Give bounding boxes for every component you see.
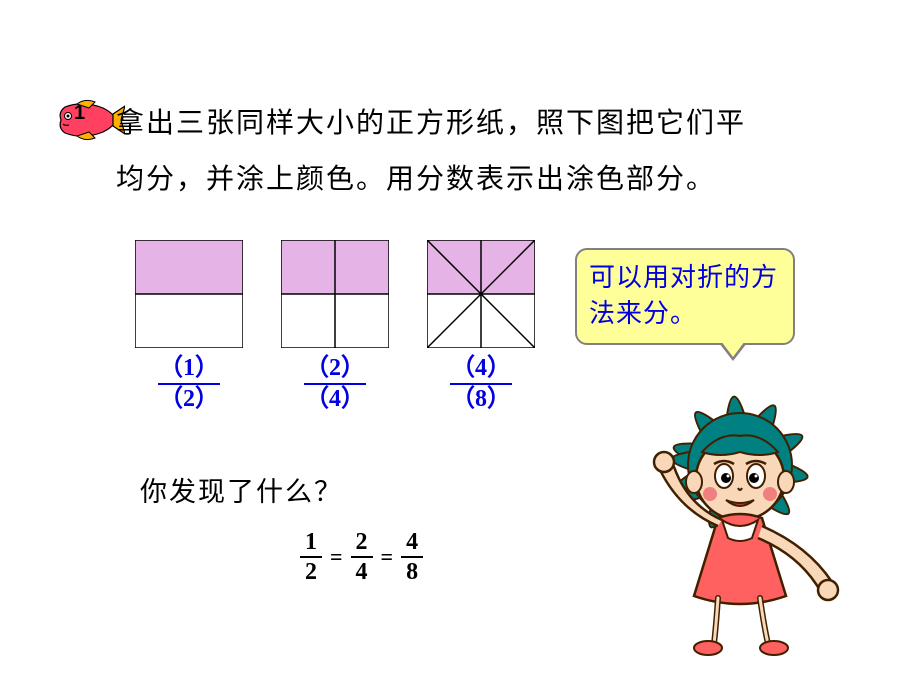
eq-numerator: 4 xyxy=(406,530,418,554)
fraction-denominator: （8） xyxy=(450,387,512,412)
square-group-2: （2）（4） xyxy=(281,240,389,412)
fraction-numerator: （2） xyxy=(304,356,366,381)
question-text: 你发现了什么？ xyxy=(140,470,343,509)
speech-text: 可以用对折的方法来分。 xyxy=(589,263,778,328)
fraction-denominator: （2） xyxy=(158,387,220,412)
square-diagram-eighth xyxy=(427,240,535,348)
equation-fraction-1: 12 xyxy=(300,530,322,584)
instruction-text: 拿出三张同样大小的正方形纸，照下图把它们平 均分，并涂上颜色。用分数表示出涂色部… xyxy=(116,96,836,208)
speech-bubble: 可以用对折的方法来分。 xyxy=(575,248,795,345)
fraction-numerator: （1） xyxy=(158,356,220,381)
fraction-2: （2）（4） xyxy=(304,356,366,412)
instruction-line-1: 拿出三张同样大小的正方形纸，照下图把它们平 xyxy=(116,108,746,139)
fraction-denominator: （4） xyxy=(304,387,366,412)
bullet-number: 1 xyxy=(74,102,85,125)
eq-denominator: 8 xyxy=(406,560,418,584)
equation: 12=24=48 xyxy=(300,530,423,584)
eq-fraction-line xyxy=(300,556,322,558)
eq-fraction-line xyxy=(351,556,373,558)
fraction-numerator: （4） xyxy=(450,356,512,381)
fraction-line xyxy=(450,383,512,385)
square-group-1: （1）（2） xyxy=(135,240,243,412)
equals-sign: = xyxy=(381,544,394,570)
squares-row: （1）（2）（2）（4）（4）（8） xyxy=(135,240,535,412)
fraction-line xyxy=(158,383,220,385)
instruction-line-2: 均分，并涂上颜色。用分数表示出涂色部分。 xyxy=(116,164,716,195)
equals-sign: = xyxy=(330,544,343,570)
fraction-3: （4）（8） xyxy=(450,356,512,412)
eq-fraction-line xyxy=(401,556,423,558)
eq-denominator: 2 xyxy=(305,560,317,584)
equation-fraction-2: 24 xyxy=(351,530,373,584)
fraction-1: （1）（2） xyxy=(158,356,220,412)
eq-numerator: 2 xyxy=(356,530,368,554)
eq-denominator: 4 xyxy=(356,560,368,584)
cartoon-character-icon xyxy=(610,360,870,660)
fish-bullet-icon xyxy=(55,98,125,142)
eq-numerator: 1 xyxy=(305,530,317,554)
square-group-3: （4）（8） xyxy=(427,240,535,412)
fraction-line xyxy=(304,383,366,385)
square-diagram-quarter xyxy=(281,240,389,348)
square-diagram-half xyxy=(135,240,243,348)
equation-fraction-3: 48 xyxy=(401,530,423,584)
